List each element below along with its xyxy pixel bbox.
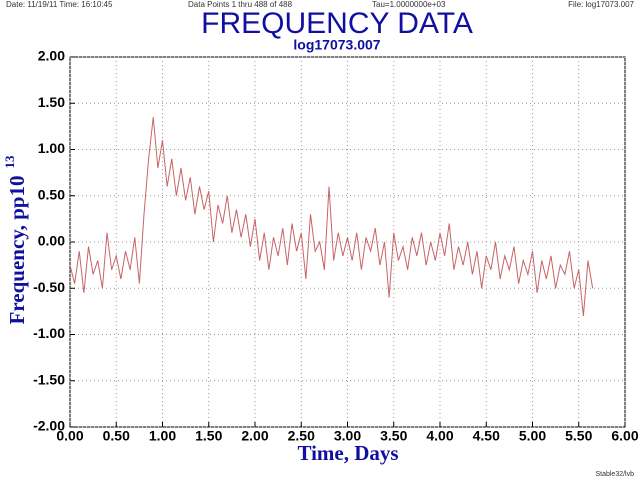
x-tick-label: 3.50 — [380, 428, 407, 444]
x-tick-label: 5.50 — [565, 428, 592, 444]
x-tick-label: 0.50 — [103, 428, 130, 444]
y-tick-label: -1.50 — [33, 371, 65, 387]
chart-title: FREQUENCY DATA — [201, 7, 473, 40]
x-tick-label: 5.00 — [519, 428, 546, 444]
header-tau: Tau=1.0000000e+03 — [372, 0, 446, 9]
y-tick-label: 1.50 — [38, 94, 65, 110]
x-tick-label: 1.50 — [195, 428, 222, 444]
header-points: Data Points 1 thru 488 of 488 — [188, 0, 293, 9]
header-file: File: log17073.007 — [568, 0, 634, 9]
x-tick-label: 4.00 — [426, 428, 453, 444]
y-axis-label: Frequency, pp10 — [5, 176, 29, 325]
header-date: Date: 11/19/11 Time: 16:10:45 — [6, 0, 113, 9]
x-tick-label: 4.50 — [473, 428, 500, 444]
chart-subtitle: log17073.007 — [293, 37, 380, 53]
x-tick-label: 2.50 — [288, 428, 315, 444]
y-tick-label: 1.00 — [38, 140, 65, 156]
y-tick-label: -1.00 — [33, 325, 65, 341]
y-tick-label: 0.00 — [38, 233, 65, 249]
x-tick-label: 0.00 — [56, 428, 83, 444]
y-tick-label: -2.00 — [33, 418, 65, 434]
x-axis-label: Time, Days — [297, 441, 398, 465]
y-axis-label-superscript: 13 — [2, 155, 17, 169]
y-axis-label-group: Frequency, pp10 13 — [2, 155, 29, 324]
y-tick-label: -0.50 — [33, 279, 65, 295]
x-tick-label: 6.00 — [611, 428, 638, 444]
x-tick-label: 1.00 — [149, 428, 176, 444]
y-tick-label: 2.00 — [38, 48, 65, 64]
x-tick-label: 2.00 — [241, 428, 268, 444]
y-tick-label: 0.50 — [38, 186, 65, 202]
x-tick-label: 3.00 — [334, 428, 361, 444]
data-line — [69, 117, 594, 317]
footer: Stable32/lvb — [595, 471, 634, 478]
